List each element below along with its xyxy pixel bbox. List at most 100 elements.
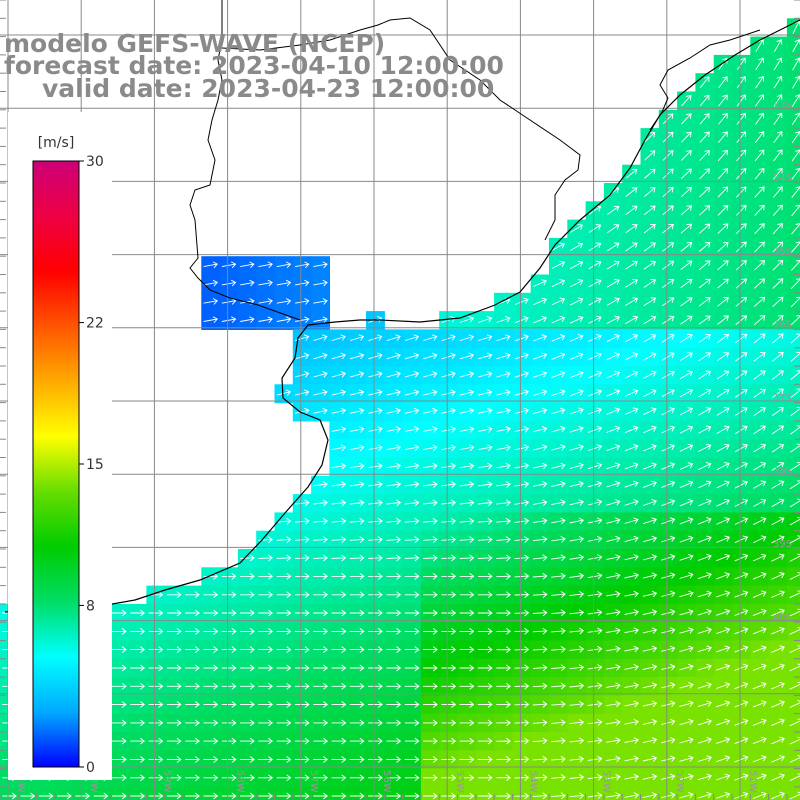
- wind-arrow: [496, 664, 511, 672]
- wind-arrow: [606, 297, 620, 306]
- wind-arrow: [441, 682, 457, 690]
- wind-arrow: [698, 462, 712, 471]
- wind-arrow: [221, 316, 237, 324]
- wind-arrow: [569, 407, 584, 415]
- wind-arrow: [532, 737, 548, 745]
- wind-arrow: [459, 334, 475, 342]
- wind-arrow: [697, 791, 712, 799]
- wind-cell: [439, 786, 459, 800]
- wind-arrow: [459, 628, 475, 635]
- wind-arrow: [569, 389, 584, 397]
- wind-cell: [786, 732, 800, 751]
- wind-arrow: [514, 352, 529, 360]
- wind-arrow: [735, 297, 748, 307]
- wind-arrow: [680, 150, 692, 161]
- wind-arrow: [477, 737, 493, 745]
- wind-arrow: [514, 719, 530, 727]
- wind-arrow: [477, 499, 493, 507]
- wind-arrow: [349, 628, 365, 635]
- wind-arrow: [112, 737, 127, 745]
- wind-arrow: [294, 792, 310, 800]
- wind-arrow: [697, 700, 712, 708]
- wind-arrow: [735, 333, 748, 344]
- wind-arrow: [477, 719, 493, 727]
- wind-arrow: [514, 774, 530, 782]
- wind-arrow: [130, 774, 146, 782]
- wind-arrow: [496, 334, 511, 342]
- wind-arrow: [625, 260, 638, 270]
- wind-arrow: [514, 389, 530, 396]
- wind-arrow: [790, 333, 800, 344]
- wind-arrow: [771, 462, 785, 471]
- wind-arrow: [240, 573, 255, 580]
- wind-arrow: [624, 480, 639, 488]
- wind-arrow: [496, 737, 511, 745]
- wind-arrow: [477, 536, 493, 543]
- wind-arrow: [368, 517, 383, 525]
- wind-arrow: [771, 773, 785, 781]
- wind-arrow: [772, 223, 783, 235]
- wind-arrow: [716, 608, 731, 616]
- wind-arrow: [404, 536, 420, 543]
- wind-cell: [786, 530, 800, 550]
- wind-arrow: [643, 297, 657, 307]
- wind-arrow: [386, 481, 402, 488]
- wind-arrow: [368, 792, 383, 800]
- wind-arrow: [551, 425, 566, 433]
- wind-arrow: [606, 664, 621, 671]
- wind-arrow: [496, 517, 511, 525]
- wind-arrow: [368, 481, 383, 488]
- wind-arrow: [716, 590, 731, 598]
- wind-arrow: [734, 498, 749, 507]
- wind-arrow: [368, 719, 383, 727]
- wind-arrow: [661, 590, 676, 598]
- wind-arrow: [754, 167, 765, 180]
- wind-arrow: [313, 573, 328, 580]
- wind-arrow: [221, 573, 237, 580]
- wind-arrow: [789, 755, 800, 763]
- wind-arrow: [791, 204, 800, 217]
- wind-arrow: [532, 701, 548, 708]
- wind-arrow: [148, 701, 164, 708]
- wind-arrow: [699, 149, 710, 161]
- latitude-label: 35S: [773, 246, 792, 257]
- wind-arrow: [752, 645, 767, 653]
- wind-arrow: [386, 756, 402, 763]
- wind-cell: [786, 695, 800, 715]
- wind-arrow: [459, 664, 475, 672]
- wind-arrow: [294, 628, 310, 635]
- wind-arrow: [313, 334, 328, 342]
- wind-arrow: [203, 701, 219, 708]
- wind-arrow: [698, 352, 712, 362]
- wind-arrow: [718, 94, 728, 107]
- wind-arrow: [203, 279, 219, 287]
- wind-arrow: [752, 663, 767, 671]
- wind-arrow: [679, 590, 694, 598]
- wind-arrow: [221, 774, 237, 782]
- wind-arrow: [716, 462, 730, 471]
- wind-arrow: [112, 774, 127, 782]
- wind-arrow: [221, 701, 237, 708]
- wind-arrow: [643, 334, 657, 343]
- wind-arrow: [754, 223, 765, 235]
- wind-arrow: [331, 701, 347, 708]
- wind-arrow: [606, 242, 620, 252]
- wind-arrow: [772, 333, 784, 344]
- wind-arrow: [441, 462, 457, 470]
- wind-cell: [786, 786, 800, 800]
- wind-arrow: [679, 572, 694, 579]
- wind-arrow: [734, 480, 748, 489]
- wind-arrow: [551, 627, 566, 635]
- wind-arrow: [477, 554, 493, 562]
- wind-arrow: [404, 664, 420, 672]
- wind-arrow: [130, 737, 146, 745]
- wind-arrow: [459, 701, 475, 708]
- wind-arrow: [294, 719, 310, 727]
- wind-arrow: [790, 296, 800, 308]
- wind-arrow: [735, 315, 748, 325]
- wind-arrow: [478, 426, 493, 433]
- wind-arrow: [57, 792, 72, 800]
- wind-arrow: [679, 407, 694, 416]
- wind-arrow: [496, 573, 511, 580]
- wind-arrow: [258, 573, 274, 580]
